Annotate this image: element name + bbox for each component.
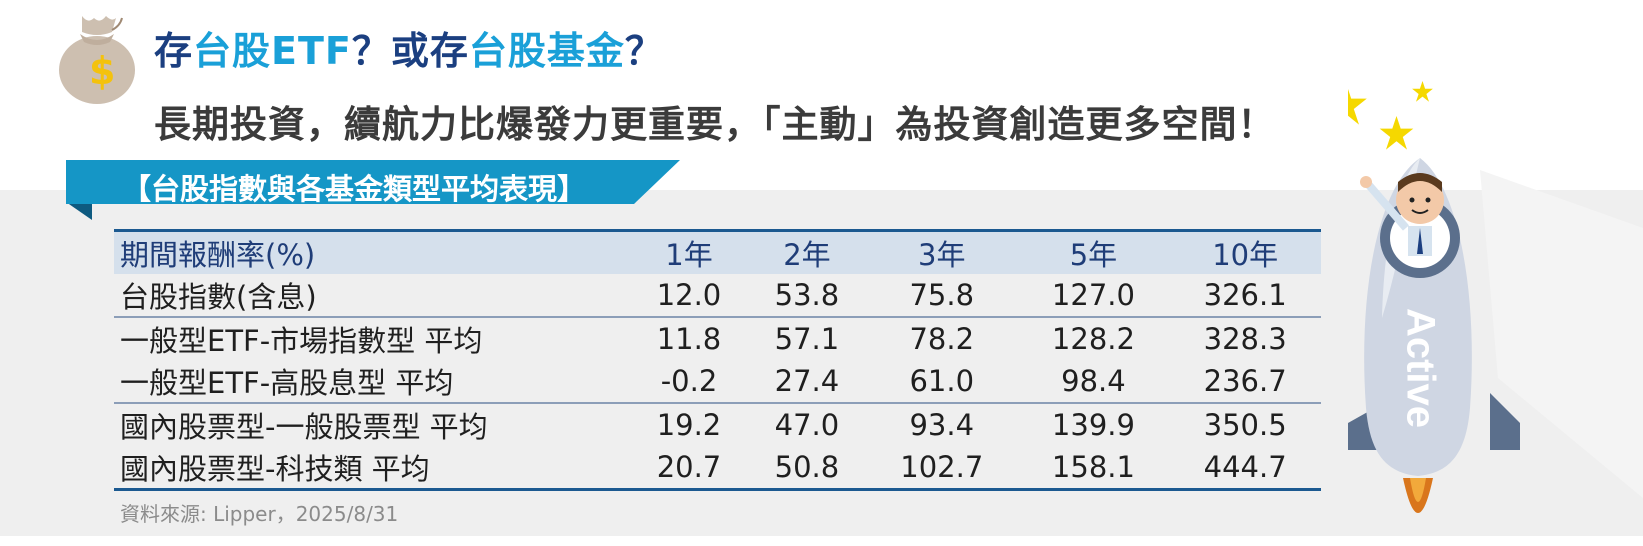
column-header-5y: 5年 <box>1017 230 1170 274</box>
table-header-row: 期間報酬率(%) 1年 2年 3年 5年 10年 <box>114 230 1321 274</box>
section-ribbon <box>66 160 680 220</box>
cell-value: 102.7 <box>900 450 984 484</box>
row-label: 一般型ETF-高股息型 平均 <box>120 366 454 400</box>
cell-value: 350.5 <box>1169 402 1321 446</box>
star-icon <box>1412 81 1433 102</box>
title-highlight-etf: 台股ETF <box>193 29 352 73</box>
title-text-1: 存 <box>154 29 194 73</box>
cell-value: 127.0 <box>1051 278 1135 312</box>
table-row: 一般型ETF-市場指數型 平均 11.8 57.1 78.2 128.2 328… <box>114 316 1321 360</box>
astronaut-head <box>1396 176 1444 224</box>
table-row: 國內股票型-科技類 平均 20.7 50.8 102.7 158.1 444.7 <box>114 446 1321 490</box>
column-header-3y: 3年 <box>865 230 1018 274</box>
rocket-illustration: Active <box>1348 81 1643 513</box>
cell-value: 139.9 <box>1017 402 1170 446</box>
cell-value: 19.2 <box>630 402 748 446</box>
star-icon <box>1379 116 1414 150</box>
row-label: 國內股票型-一般股票型 平均 <box>114 402 630 446</box>
cell-value: 53.8 <box>774 278 840 312</box>
star-icon <box>1348 89 1367 125</box>
cell-value: 12.0 <box>656 278 722 312</box>
title-text-3: ？ <box>624 29 664 73</box>
cell-value: 236.7 <box>1203 364 1287 398</box>
cell-value: 61.0 <box>909 364 975 398</box>
page-subtitle: 長期投資，續航力比爆發力更重要，「主動」為投資創造更多空間！ <box>154 103 1276 146</box>
column-header-period: 期間報酬率(%) <box>114 230 630 274</box>
cell-value: -0.2 <box>660 364 718 398</box>
cell-value: 78.2 <box>865 316 1018 360</box>
table-row: 台股指數(含息) 12.0 53.8 75.8 127.0 326.1 <box>114 274 1321 317</box>
rocket-label: Active <box>1398 308 1442 428</box>
cell-value: 27.4 <box>774 364 840 398</box>
section-title: 【台股指數與各基金類型平均表現】 <box>122 172 587 206</box>
row-label: 國內股票型-科技類 平均 <box>120 452 430 486</box>
cell-value: 75.8 <box>909 278 975 312</box>
data-source-note: 資料來源: Lipper，2025/8/31 <box>120 502 399 526</box>
cell-value: 50.8 <box>774 450 840 484</box>
cell-value: 328.3 <box>1169 316 1321 360</box>
cell-value: 128.2 <box>1017 316 1170 360</box>
cell-value: 98.4 <box>1061 364 1126 398</box>
cell-value: 11.8 <box>630 316 748 360</box>
cell-value: 93.4 <box>865 402 1018 446</box>
row-label: 一般型ETF-市場指數型 平均 <box>114 316 630 360</box>
title-text-2: ？或存 <box>351 29 469 73</box>
table-row: 國內股票型-一般股票型 平均 19.2 47.0 93.4 139.9 350.… <box>114 402 1321 446</box>
cell-value: 47.0 <box>747 402 866 446</box>
money-bag-icon: $ <box>59 16 135 104</box>
column-header-2y: 2年 <box>747 230 866 274</box>
cell-value: 326.1 <box>1203 278 1287 312</box>
page-title: 存台股ETF？或存台股基金？ <box>154 20 664 75</box>
bottom-margin <box>0 536 1643 546</box>
performance-table: 期間報酬率(%) 1年 2年 3年 5年 10年 台股指數(含息) 12.0 5… <box>114 229 1321 491</box>
astronaut-hand <box>1360 176 1372 188</box>
dollar-icon: $ <box>89 49 115 93</box>
cell-value: 57.1 <box>747 316 866 360</box>
cell-value: 444.7 <box>1203 450 1287 484</box>
title-highlight-fund: 台股基金 <box>468 29 625 73</box>
table-row: 一般型ETF-高股息型 平均 -0.2 27.4 61.0 98.4 236.7 <box>114 360 1321 403</box>
cell-value: 158.1 <box>1051 450 1135 484</box>
row-label: 台股指數(含息) <box>120 280 317 314</box>
cell-value: 20.7 <box>656 450 722 484</box>
column-header-1y: 1年 <box>630 230 748 274</box>
column-header-10y: 10年 <box>1169 230 1321 274</box>
